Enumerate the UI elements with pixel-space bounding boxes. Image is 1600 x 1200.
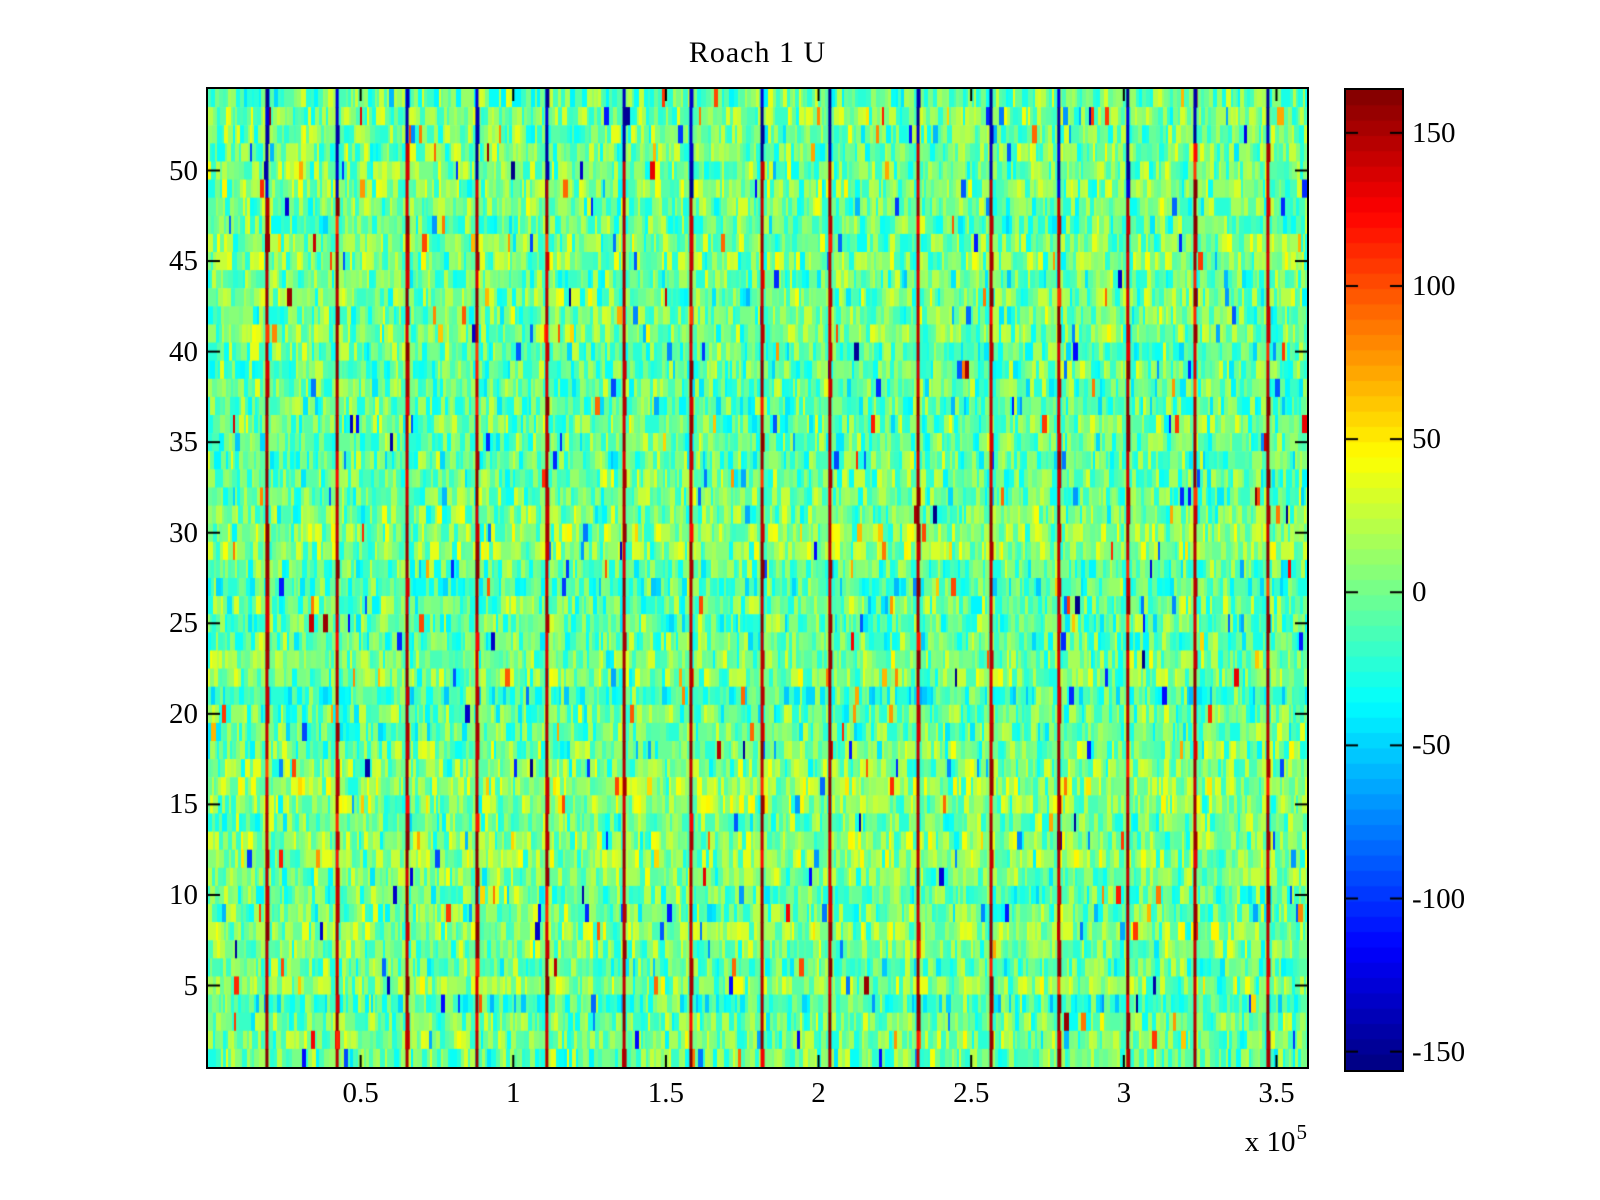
- colorbar: [1344, 88, 1404, 1072]
- x-axis-exponent-label: x 105: [1107, 1120, 1307, 1159]
- y-tick-label: 25: [169, 607, 198, 640]
- x-tick-label: 2: [811, 1077, 826, 1109]
- y-tick-label: 45: [169, 245, 198, 278]
- colorbar-tick-label: 0: [1412, 576, 1427, 609]
- colorbar-tick-label: -50: [1412, 729, 1451, 762]
- chart-title: Roach 1 U: [688, 36, 827, 69]
- y-tick-label: 10: [169, 878, 198, 911]
- x-tick-label: 3: [1116, 1077, 1132, 1109]
- plot-axes: [206, 87, 1309, 1069]
- y-tick-label: 15: [169, 788, 198, 821]
- x-tick-label: 3.5: [1258, 1077, 1295, 1109]
- x-tick-label: 1.5: [647, 1077, 685, 1109]
- colorbar-tick-label: 50: [1412, 423, 1441, 456]
- x-tick-label: 1: [506, 1077, 521, 1109]
- colorbar-tick-label: -150: [1412, 1035, 1466, 1068]
- x-tick-label: 0.5: [342, 1077, 379, 1109]
- x-tick-label: 2.5: [953, 1077, 990, 1109]
- x-axis-exponent-base: x 10: [1244, 1126, 1296, 1158]
- y-tick-label: 35: [169, 426, 198, 459]
- colorbar-tick-label: 100: [1412, 270, 1456, 302]
- y-tick-label: 40: [169, 335, 198, 368]
- y-tick-label: 5: [183, 969, 199, 1002]
- colorbar-tick-label: -100: [1412, 882, 1466, 915]
- colorbar-tick-label: 150: [1412, 116, 1456, 149]
- heatmap-image: [208, 89, 1307, 1067]
- x-axis-exponent-power: 5: [1296, 1120, 1308, 1144]
- y-tick-label: 30: [169, 516, 198, 549]
- y-tick-label: 20: [169, 697, 198, 730]
- colorbar-gradient: [1346, 90, 1402, 1070]
- y-tick-label: 50: [169, 154, 198, 187]
